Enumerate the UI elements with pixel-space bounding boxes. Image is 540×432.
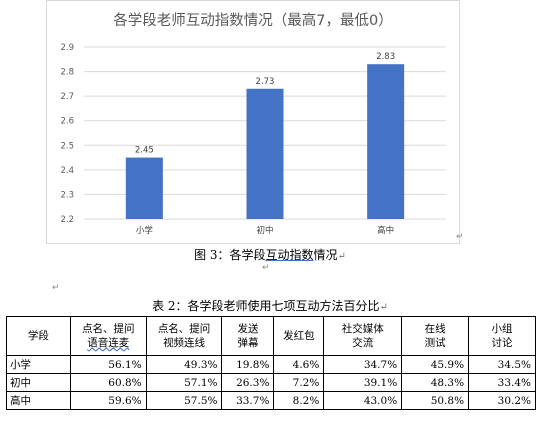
- column-header: 点名、提问 语音连麦: [69, 316, 147, 356]
- row-label: 初中: [6, 373, 71, 392]
- column-header-line: 在线: [424, 323, 446, 335]
- column-header-line: 弹幕: [237, 337, 259, 349]
- small-mark: ↵: [262, 263, 270, 273]
- row-label: 小学: [6, 355, 71, 374]
- y-tick-label: 2.8: [60, 68, 74, 78]
- table-cell: 26.3%: [221, 373, 275, 392]
- x-tick-label: 小学: [136, 225, 154, 236]
- column-header: 在线 测试: [401, 316, 470, 356]
- column-header: 小组 讨论: [468, 316, 536, 356]
- y-tick-label: 2.4: [60, 166, 74, 176]
- x-tick-label: 高中: [377, 225, 394, 236]
- column-header-line: 视频连线: [163, 337, 206, 349]
- column-header-line: 点名、提问: [81, 323, 135, 335]
- table-cell: 19.8%: [221, 355, 275, 374]
- small-mark: ↵: [456, 232, 464, 242]
- column-header-line: 发送: [237, 323, 259, 335]
- column-header-line: 发红包: [283, 330, 315, 342]
- paragraph-mark: ↵: [379, 302, 388, 313]
- table-cell: 56.1%: [69, 355, 147, 374]
- column-header-line: 讨论: [491, 337, 513, 349]
- table-cell: 45.9%: [401, 355, 470, 374]
- table-cell: 39.1%: [323, 373, 403, 392]
- column-header: 发红包: [273, 316, 325, 356]
- column-header: 点名、提问 视频连线: [145, 316, 223, 356]
- small-mark: ↵: [52, 283, 60, 293]
- data-label: 2.45: [135, 146, 154, 156]
- table-cell: 48.3%: [401, 373, 470, 392]
- table-cell: 59.6%: [69, 391, 147, 410]
- table-row: 小学 56.1% 49.3% 19.8% 4.6% 34.7% 45.9% 34.5%: [6, 355, 536, 374]
- table-header-row: 学段 点名、提问 语音连麦 点名、提问 视频连线 发送 弹幕 发红包 社交媒体 交流 在线 测试 小组讨…: [6, 316, 536, 356]
- table-row: 初中 60.8% 57.1% 26.3% 7.2% 39.1% 48.3% 33.4%: [6, 373, 536, 392]
- table-row: 高中 59.6% 57.5% 33.7% 8.2% 43.0% 50.8% 30.2%: [6, 391, 536, 410]
- paragraph-mark: ↵: [337, 251, 346, 262]
- chart-title: 各学段老师互动指数情况（最高7，最低0）: [113, 13, 393, 29]
- column-header-line: 小组: [491, 323, 513, 335]
- table-cell: 34.7%: [323, 355, 403, 374]
- table-cell: 43.0%: [323, 391, 403, 410]
- column-header: 社交媒体 交流: [323, 316, 403, 356]
- table-cell: 57.5%: [145, 391, 223, 410]
- column-header-line: 交流: [352, 337, 374, 349]
- chart-panel: 各学段老师互动指数情况（最高7，最低0） 2.2 2.3 2.4 2.5 2.6 2.7 2…: [46, 0, 460, 244]
- table-cell: 8.2%: [273, 391, 325, 410]
- table-cell: 33.7%: [221, 391, 275, 410]
- y-tick-label: 2.2: [60, 215, 74, 225]
- y-tick-label: 2.6: [60, 117, 74, 127]
- table-cell: 30.2%: [468, 391, 536, 410]
- figure-caption-underlined: 互动指数: [265, 248, 314, 262]
- x-tick-label: 初中: [256, 225, 273, 236]
- bar: [125, 157, 163, 219]
- table-cell: 34.5%: [468, 355, 536, 374]
- data-label: 2.83: [376, 52, 395, 62]
- data-label: 2.73: [256, 77, 275, 87]
- column-header-line: 社交媒体: [341, 323, 384, 335]
- row-label: 高中: [6, 391, 71, 410]
- table-caption-text: 表 2：各学段老师使用七项互动方法百分比: [152, 299, 380, 313]
- table-cell: 49.3%: [145, 355, 223, 374]
- table-cell: 7.2%: [273, 373, 325, 392]
- table-cell: 60.8%: [69, 373, 147, 392]
- y-tick-label: 2.3: [60, 190, 74, 200]
- bar-chart: 2.2 2.3 2.4 2.5 2.6 2.7 2.8 2.9 2.45 小学 2.73 初中 2.83…: [60, 43, 446, 236]
- table-cell: 4.6%: [273, 355, 325, 374]
- y-tick-label: 2.5: [60, 141, 74, 151]
- bar: [367, 64, 405, 219]
- figure-caption-prefix: 图 3：各学段: [194, 248, 266, 262]
- y-tick-label: 2.7: [60, 92, 74, 102]
- y-tick-label: 2.9: [60, 43, 74, 53]
- figure-caption: 图 3：各学段互动指数情况↵: [0, 246, 540, 263]
- data-table: 学段 点名、提问 语音连麦 点名、提问 视频连线 发送 弹幕 发红包 社交媒体 交流 在线 测试 小组讨…: [6, 316, 536, 410]
- table-caption: 表 2：各学段老师使用七项互动方法百分比↵: [0, 297, 540, 314]
- table-cell: 50.8%: [401, 391, 470, 410]
- column-header: 发送 弹幕: [221, 316, 275, 356]
- figure-caption-suffix: 情况: [313, 248, 338, 262]
- column-header-line: 语音连麦: [87, 337, 130, 349]
- column-header: 学段: [6, 316, 71, 356]
- bar: [246, 88, 284, 220]
- column-header-line: 测试: [424, 337, 446, 349]
- table-cell: 57.1%: [145, 373, 223, 392]
- table-cell: 33.4%: [468, 373, 536, 392]
- column-header-line: 学段: [27, 330, 49, 342]
- column-header-line: 点名、提问: [157, 323, 211, 335]
